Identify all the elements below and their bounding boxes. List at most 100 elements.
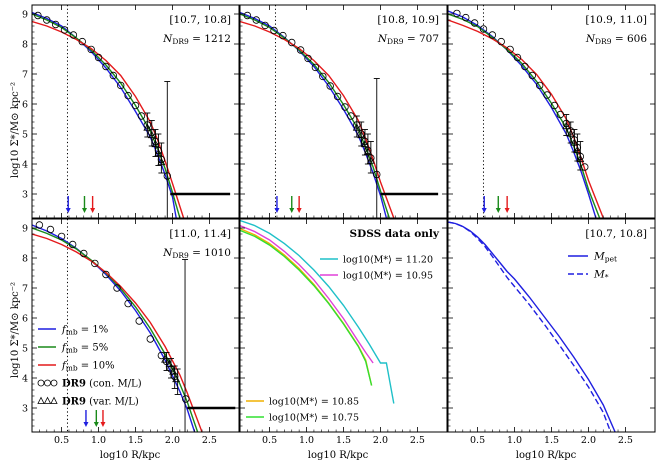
y-tick-label: 6: [22, 314, 28, 325]
dr9-circle-point: [261, 21, 269, 30]
arrow-head-red: [504, 208, 510, 213]
dr9-triangle-point: [147, 130, 156, 139]
mass-bin-label: [10.7, 10.8]: [585, 228, 647, 240]
dr9-circle-point: [87, 45, 95, 54]
x-tick-label: 2.0: [581, 435, 596, 446]
dr9-circle-point: [148, 128, 156, 137]
dr9-triangle-point: [576, 154, 585, 163]
dr9-circle-point: [581, 163, 589, 171]
series-line-green: [448, 13, 601, 218]
dr9-triangle-point: [562, 121, 571, 130]
dr9-circle-point: [562, 119, 570, 128]
panel-top-right: [10.9, 11.0] NDR9 = 606: [447, 4, 656, 219]
dr9-circle-point: [567, 127, 575, 135]
dr9-triangle-point: [157, 157, 166, 166]
plot-area: [32, 219, 236, 432]
series-line-blue: [32, 11, 177, 218]
dr9-circle-point: [333, 92, 342, 101]
plot-area: [448, 5, 604, 218]
dr9-triangle-point: [172, 374, 181, 383]
dr9-circle-point: [521, 62, 529, 71]
series-line-green: [240, 13, 390, 218]
x-tick-label: 1.5: [128, 435, 143, 446]
dr9-circle-point: [124, 299, 132, 308]
dr9-triangle-point: [161, 355, 170, 363]
y-tick-label: 7: [22, 70, 28, 81]
legend-label: Mpet: [593, 251, 617, 264]
dr9-circle-point: [137, 112, 146, 120]
y-tick-label: 3: [22, 190, 28, 201]
plot-area: [240, 5, 439, 218]
dr9-triangle-point: [151, 139, 160, 148]
x-tick-label: 2.5: [618, 435, 633, 446]
dr9-circle-point: [182, 395, 190, 403]
arrow-head-red: [296, 208, 302, 213]
x-tick-label: 2.5: [202, 435, 217, 446]
series-line-blue-solid: [448, 221, 616, 432]
arrow-head-blue: [83, 422, 89, 427]
dr9-circle-point: [35, 221, 44, 229]
x-tick-label: 0.5: [262, 435, 277, 446]
x-tick-label: 2.5: [410, 435, 425, 446]
x-axis-label-middle: log10 R/kpc: [308, 450, 369, 461]
series-line-red: [32, 20, 185, 218]
dr9-circle-point: [470, 19, 479, 27]
plot-area: [32, 5, 231, 218]
dr9-circle-point: [373, 170, 381, 179]
y-tick-label: 3: [22, 404, 28, 415]
x-axis-label-right: log10 R/kpc: [516, 450, 577, 461]
dr9-circle-point: [102, 270, 110, 279]
legend-label: M*: [593, 269, 609, 282]
dr9-circle-point: [113, 284, 121, 292]
x-tick-label: 1.5: [544, 435, 559, 446]
x-axis-label-left: log10 R/kpc: [100, 450, 161, 461]
dr9-circle-point: [296, 46, 305, 54]
dr9-circle-point: [513, 53, 522, 62]
plot-area: [448, 221, 616, 432]
mass-bin-label: [10.7, 10.8]: [169, 14, 231, 26]
dr9-circle-point: [34, 11, 42, 20]
legend-label: DR9 (var. M/L): [62, 397, 139, 408]
dr9-circle-point: [576, 152, 585, 161]
dr9-circle-point: [311, 63, 320, 72]
dr9-circle-point: [43, 16, 51, 24]
legend-bottom-left: fmb = 1% fmb = 5% fmb = 10% DR9 (con. M/L) D…: [37, 325, 142, 408]
series-line-magenta: [240, 224, 374, 364]
arrow-head-green: [495, 208, 501, 213]
series-line-yellow: [240, 227, 373, 386]
legend-label: fmb = 10%: [61, 361, 115, 373]
series-line-blue-dashed: [448, 221, 612, 432]
dr9-circle-point: [453, 9, 461, 18]
plot-area: [240, 219, 395, 404]
dr9-circle-point: [462, 13, 470, 22]
dr9-circle-point: [163, 172, 171, 180]
dr9-triangle-point: [566, 129, 575, 137]
x-tick-label: 1.0: [299, 435, 314, 446]
dr9-circle-point: [543, 91, 551, 99]
dr9-circle-point: [528, 71, 536, 80]
dr9-circle-point: [135, 317, 143, 325]
dr9-circle-point: [154, 146, 163, 155]
dr9-circle-point: [252, 16, 260, 24]
series-line-green: [32, 13, 181, 218]
arrow-head-green: [289, 208, 295, 213]
y-tick-label: 8: [22, 40, 28, 51]
legend-label: log10⟨M*⟩ = 10.95: [343, 271, 433, 282]
dr9-circle-point: [347, 112, 355, 120]
dr9-circle-point: [78, 37, 86, 46]
dr9-circle-point: [556, 110, 565, 119]
galaxy-count-label: NDR9 = 1010: [162, 247, 231, 260]
dr9-circle-point: [279, 31, 287, 40]
dr9-circle-point: [326, 82, 334, 90]
series-line-blue: [448, 10, 597, 218]
dr9-circle-point: [353, 121, 361, 129]
panel-bottom-left: 0.5 1.0 1.5 2.0 2.5 3 4 5 6 7 8 9 [11.0, 11.4] NDR9 =…: [22, 218, 240, 446]
legend-label: fmb = 1%: [61, 325, 108, 337]
dr9-circle-point: [319, 72, 327, 81]
y-tick-label: 4: [22, 374, 28, 385]
dr9-circle-point: [146, 335, 154, 343]
dr9-triangle-point: [169, 367, 178, 375]
dr9-triangle-point: [573, 145, 582, 154]
arrow-head-green: [81, 208, 87, 213]
